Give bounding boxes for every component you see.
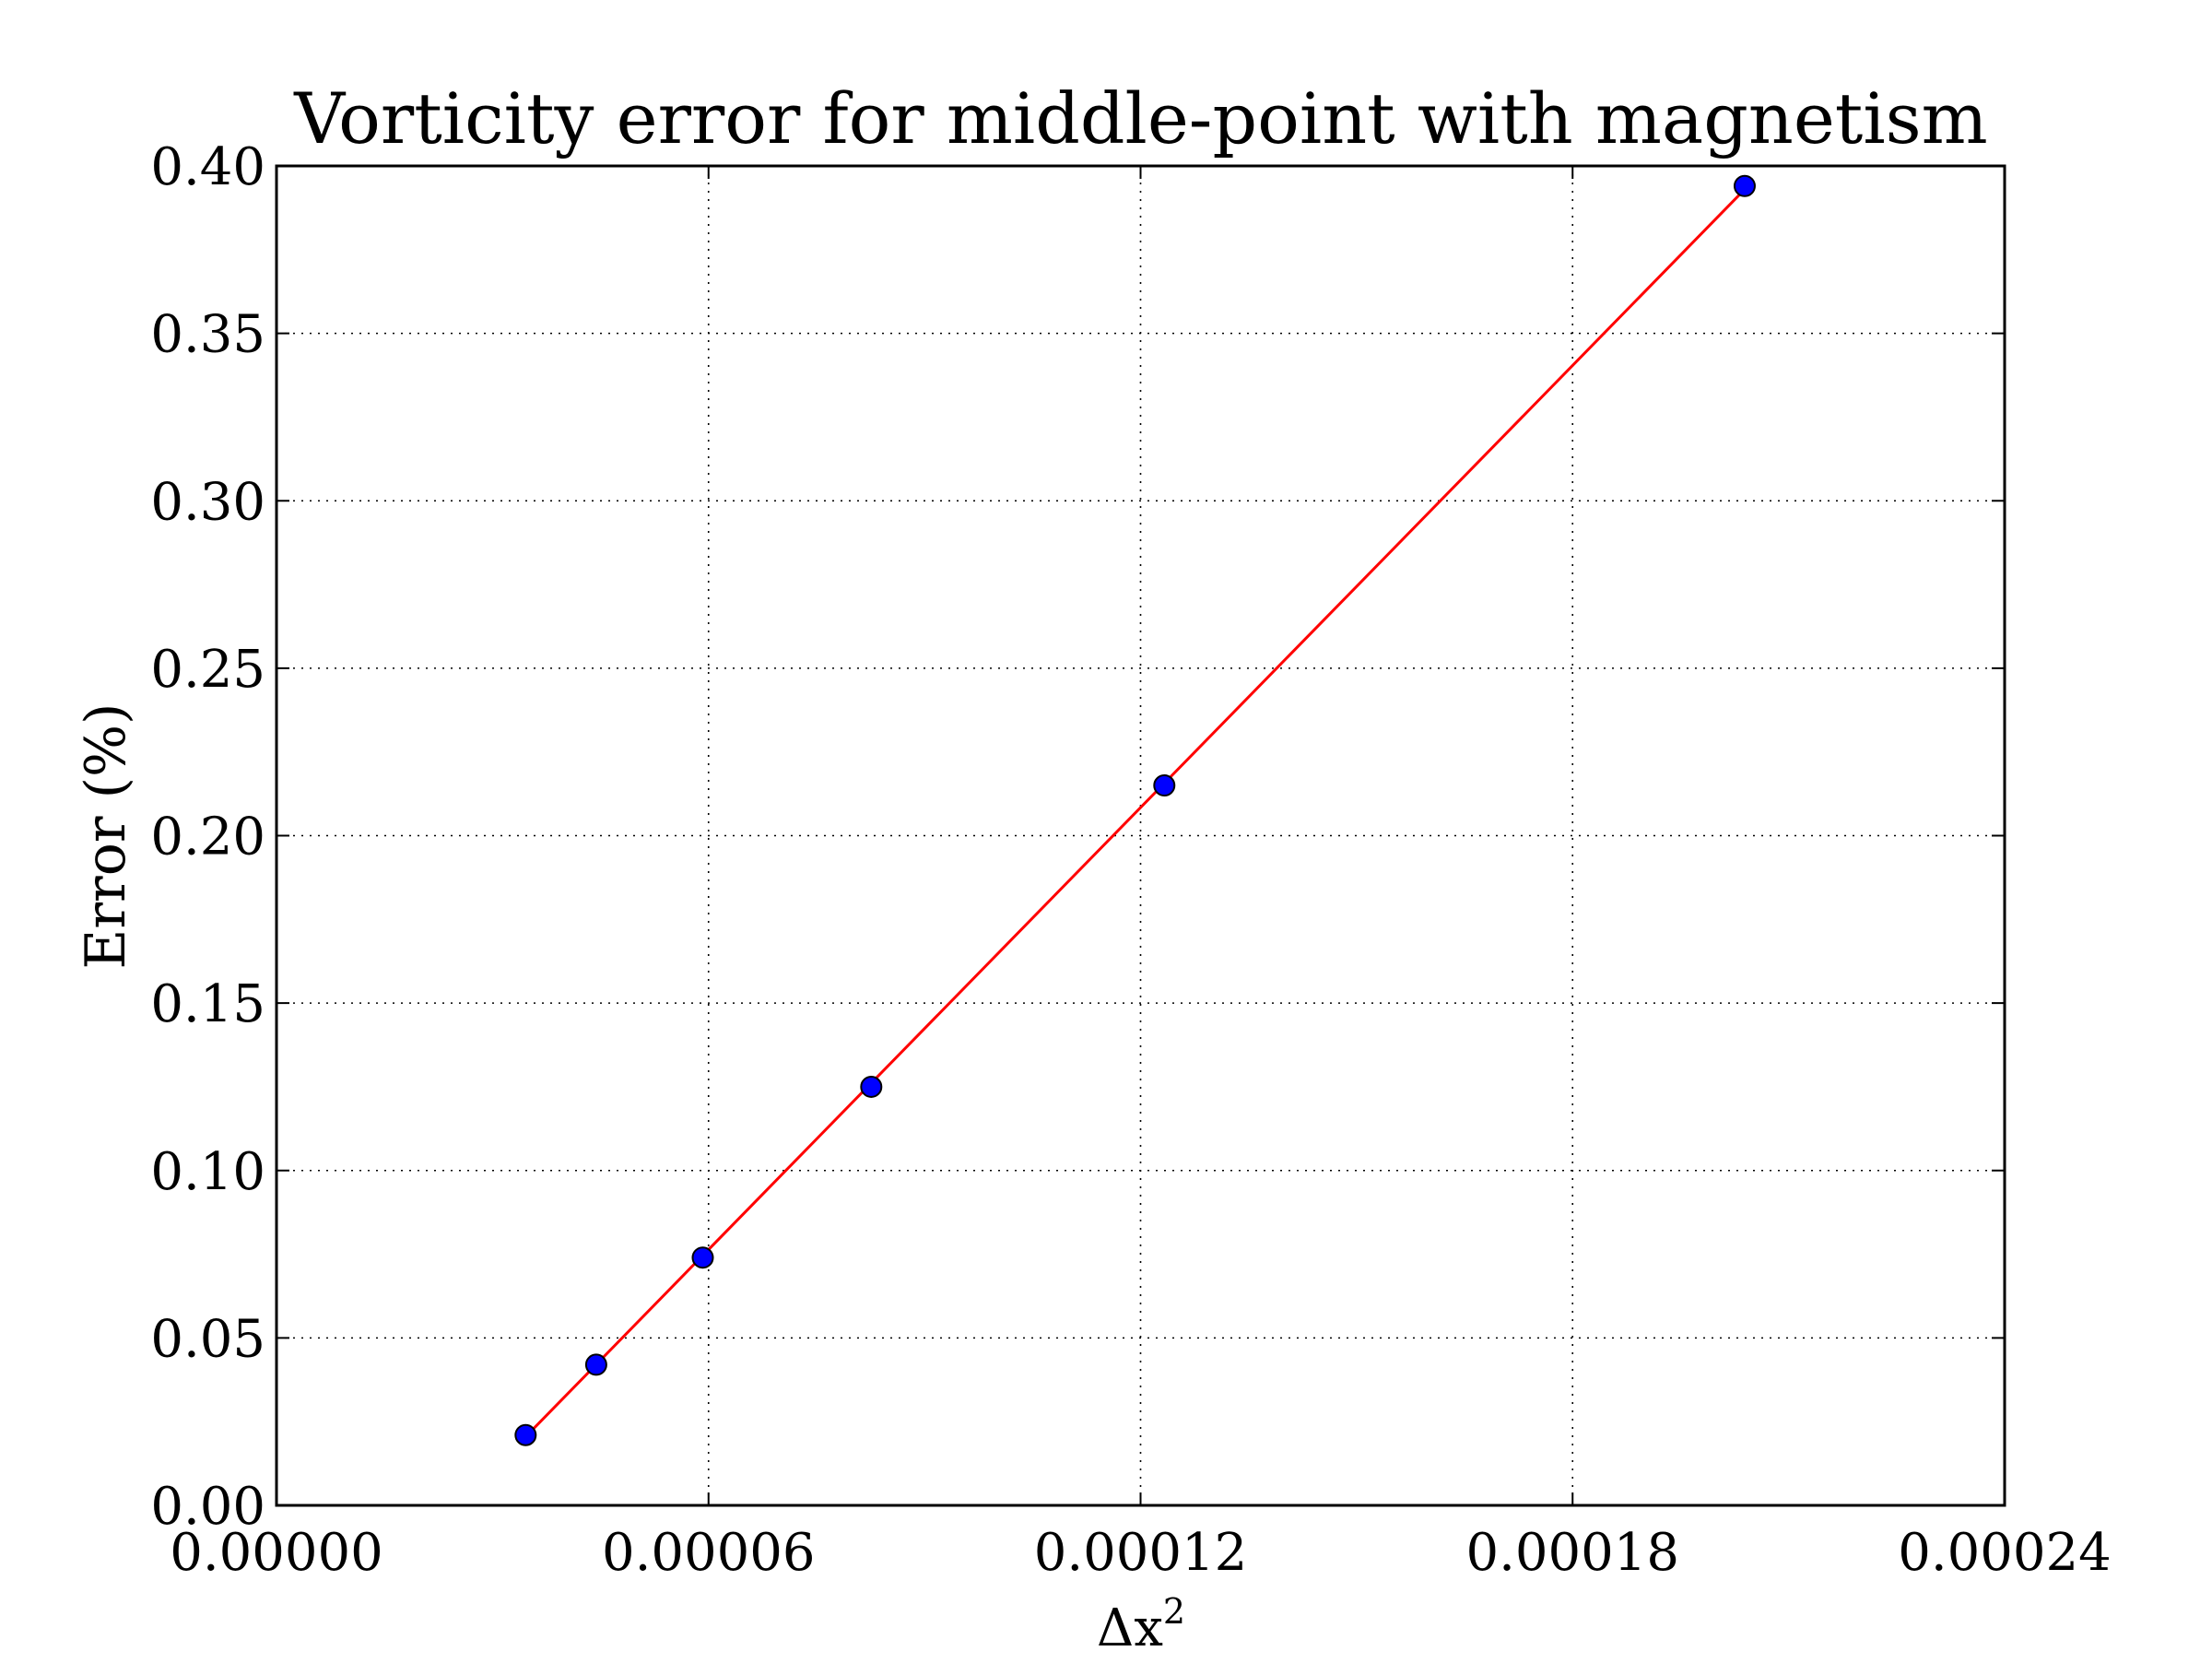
grid-lines	[276, 166, 2005, 1505]
y-tick-label: 0.05	[150, 1309, 265, 1369]
x-axis-label-base: Δx	[1097, 1598, 1163, 1658]
x-tick-label: 0.00006	[602, 1523, 816, 1583]
y-tick-label: 0.40	[150, 137, 265, 197]
data-point	[584, 1353, 607, 1376]
data-point	[860, 1075, 883, 1098]
y-tick-label: 0.15	[150, 974, 265, 1034]
data-point	[1733, 174, 1756, 197]
plot-area-frame	[275, 164, 2006, 1507]
x-tick-label: 0.00018	[1465, 1523, 1679, 1583]
y-axis-ticks: 0.00 0.05 0.10 0.15 0.20 0.25 0.30 0.35 0.40	[150, 137, 2005, 1537]
x-axis-ticks: 0.00000 0.00006 0.00012 0.00018 0.00024	[170, 166, 2112, 1583]
chart-title: Vorticity error for middle-point with ma…	[293, 77, 1987, 159]
data-point	[691, 1246, 714, 1269]
y-tick-label: 0.00	[150, 1477, 265, 1537]
x-axis-label-exponent: 2	[1163, 1591, 1185, 1632]
y-tick-label: 0.25	[150, 640, 265, 700]
y-tick-label: 0.10	[150, 1142, 265, 1202]
data-point	[1153, 774, 1176, 797]
x-tick-label: 0.00000	[170, 1523, 383, 1583]
fit-line	[524, 188, 1747, 1438]
x-tick-label: 0.00012	[1034, 1523, 1248, 1583]
y-tick-label: 0.20	[150, 808, 265, 867]
y-tick-label: 0.30	[150, 472, 265, 532]
y-axis-label: Error (%)	[74, 703, 138, 970]
x-axis-label: Δx2	[1097, 1591, 1185, 1658]
x-tick-label: 0.00024	[1898, 1523, 2112, 1583]
y-tick-label: 0.35	[150, 305, 265, 365]
plot-series	[514, 174, 1756, 1446]
data-point	[514, 1423, 537, 1446]
